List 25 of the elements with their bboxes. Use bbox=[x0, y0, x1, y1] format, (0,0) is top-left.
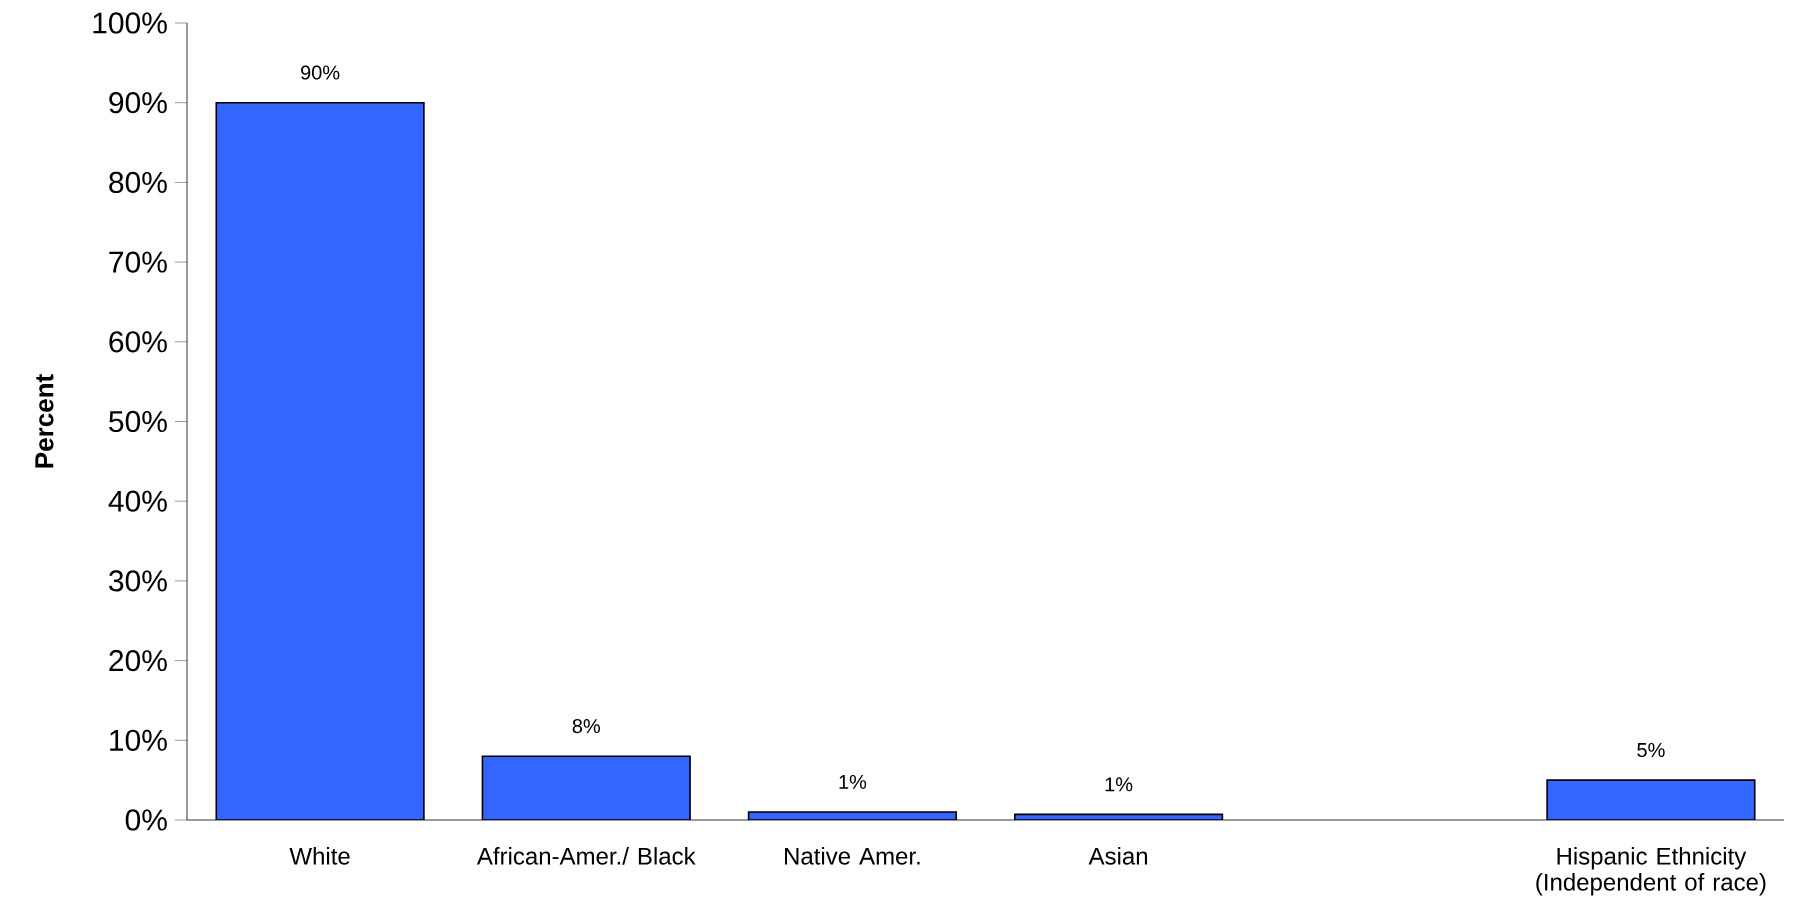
y-tick-label: 30% bbox=[109, 570, 167, 592]
y-tick-label: 0% bbox=[125, 809, 167, 831]
x-tick-label: White bbox=[289, 847, 350, 865]
y-tick-label: 90% bbox=[109, 92, 167, 114]
y-tick-label: 80% bbox=[109, 171, 167, 194]
data-label: 5% bbox=[1637, 742, 1665, 758]
bar bbox=[481, 755, 691, 820]
y-tick-label: 40% bbox=[108, 490, 167, 512]
y-axis-title: Percent bbox=[35, 374, 54, 468]
x-tick-label: African-Amer./ Black bbox=[476, 847, 696, 865]
y-tick-label: 20% bbox=[109, 649, 167, 672]
x-tick-label: Native Amer. bbox=[785, 847, 920, 865]
data-label: 90% bbox=[301, 65, 340, 80]
bar bbox=[215, 101, 425, 820]
y-tick-label: 100% bbox=[93, 12, 167, 34]
y-tick-label: 60% bbox=[109, 331, 167, 353]
x-tick-label: Hispanic Ethnicity (Independent of race) bbox=[1536, 847, 1766, 896]
y-tick-label: 70% bbox=[109, 251, 167, 273]
data-label: 1% bbox=[839, 774, 867, 789]
y-tick-label: 10% bbox=[110, 729, 167, 751]
data-label: 1% bbox=[1105, 777, 1133, 792]
bar bbox=[1546, 779, 1756, 820]
y-tick-label: 50% bbox=[109, 410, 167, 433]
x-tick-label: Asian bbox=[1088, 847, 1148, 865]
data-label: 8% bbox=[572, 719, 601, 734]
